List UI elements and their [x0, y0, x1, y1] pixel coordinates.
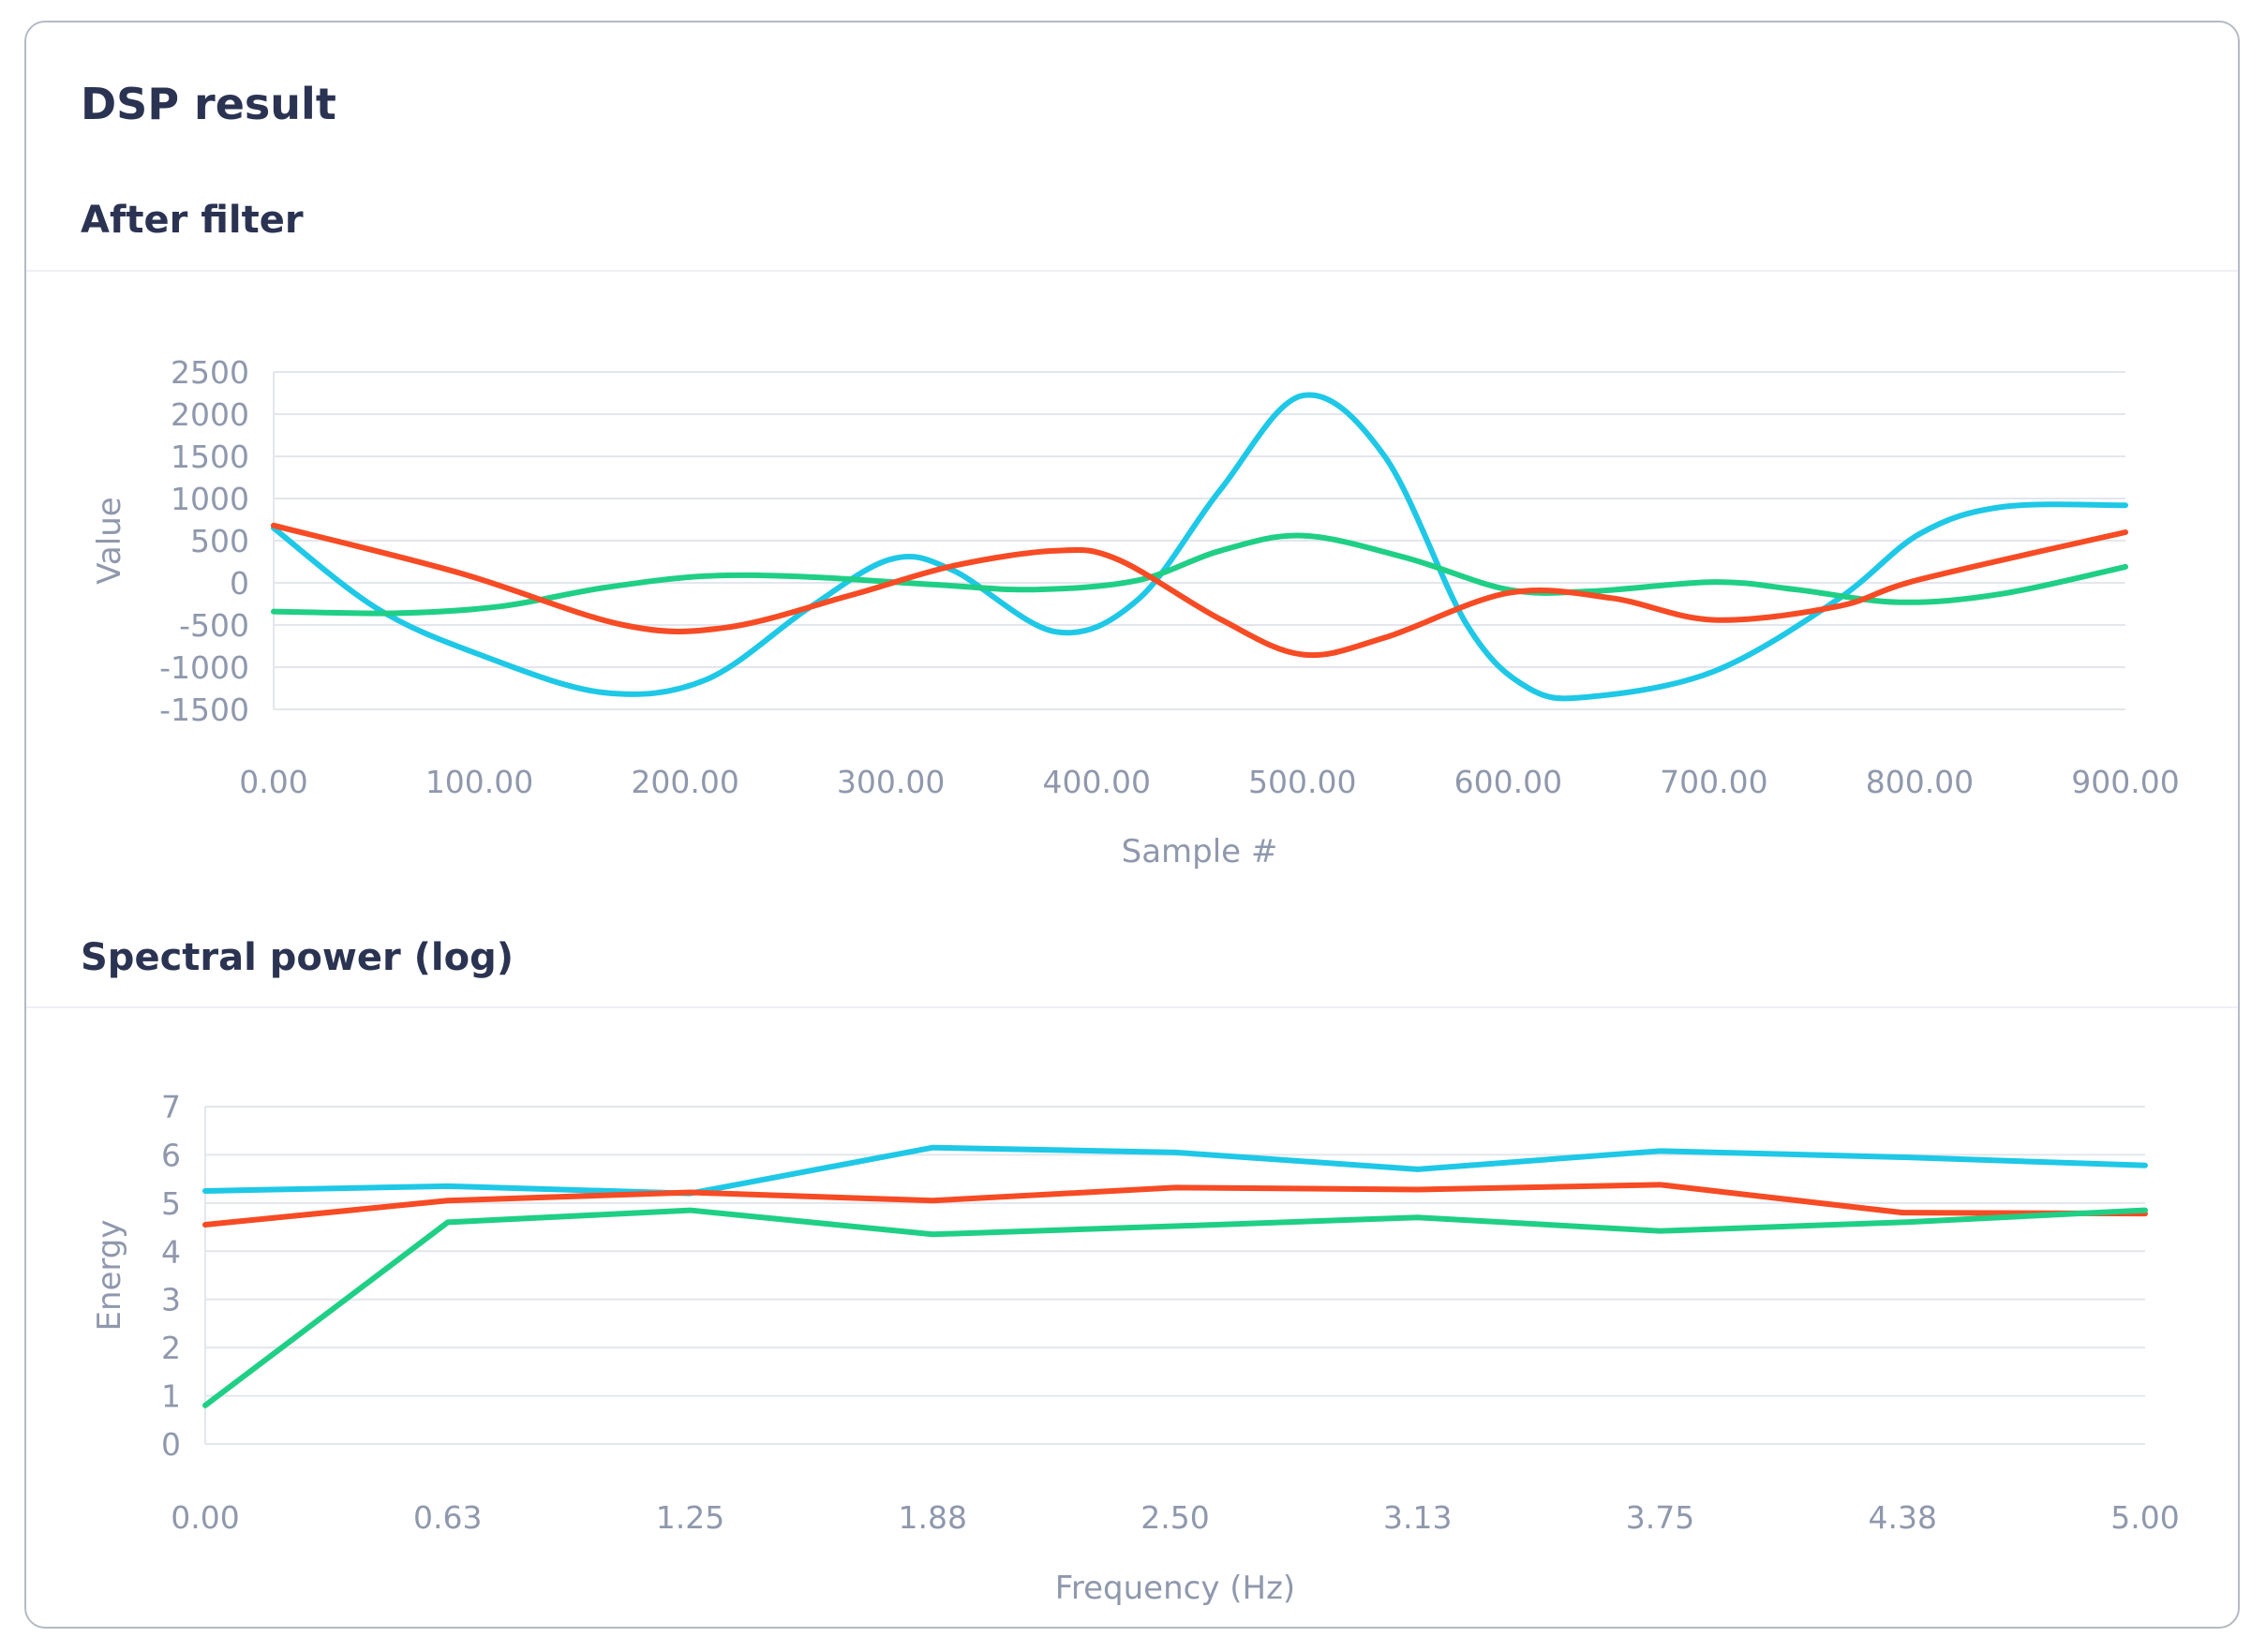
y-tick-label: 1	[161, 1378, 181, 1415]
series-line-2	[271, 532, 2128, 617]
x-tick-label: 500.00	[1248, 764, 1356, 800]
x-tick-label: 2.50	[1140, 1499, 1209, 1536]
y-tick-label: 7	[161, 1089, 181, 1125]
x-tick-label: 700.00	[1660, 764, 1767, 800]
series-line-2	[202, 1182, 2148, 1228]
x-tick-label: 900.00	[2071, 764, 2179, 800]
x-tick-label: 3.75	[1626, 1499, 1694, 1536]
series-line-1	[271, 392, 2128, 702]
x-axis-title: Frequency (Hz)	[1055, 1570, 1295, 1607]
section-divider	[26, 1006, 2238, 1008]
section-title-spectral-power: Spectral power (log)	[81, 936, 514, 979]
x-tick-label: 0.00	[171, 1499, 239, 1536]
y-tick-label: -1000	[159, 649, 249, 686]
section-title-after-filter: After filter	[81, 199, 304, 242]
after-filter-chart: 2500 2000 1500 1000 500 0 -500 -1000 -1500 0.00 10…	[91, 354, 2180, 871]
x-tick-label: 3.13	[1383, 1499, 1452, 1536]
series-line-3	[202, 1207, 2148, 1408]
y-tick-label: -500	[179, 607, 249, 644]
x-axis-title: Sample #	[1122, 833, 1278, 871]
y-tick-label: 3	[161, 1282, 181, 1318]
y-tick-label: 2	[161, 1330, 181, 1366]
card-title: DSP result	[81, 79, 336, 129]
x-tick-label: 0.63	[413, 1499, 482, 1536]
y-axis-title: Value	[91, 497, 128, 584]
y-tick-label: 2000	[171, 396, 249, 433]
x-tick-label: 5.00	[2110, 1499, 2179, 1536]
x-tick-label: 400.00	[1042, 764, 1150, 800]
spectral-power-chart: 7 6 5 4 3 2 1 0 0.00 0.63 1.25 1.88 2.50 3.13 3.75 4.38…	[91, 1089, 2180, 1607]
y-tick-label: 0	[161, 1426, 181, 1463]
y-tick-label: 1000	[171, 481, 249, 517]
y-tick-label: 5	[161, 1185, 181, 1222]
section-divider	[26, 270, 2238, 272]
y-tick-label: 1500	[171, 439, 249, 475]
y-tick-label: 4	[161, 1233, 181, 1270]
series-line-3	[271, 522, 2128, 659]
y-axis-title: Energy	[91, 1219, 128, 1331]
x-tick-label: 600.00	[1454, 764, 1562, 800]
x-tick-label: 4.38	[1869, 1499, 1937, 1536]
x-tick-label: 100.00	[425, 764, 533, 800]
x-tick-label: 200.00	[631, 764, 738, 800]
x-tick-label: 1.88	[899, 1499, 967, 1536]
y-tick-label: 500	[190, 523, 249, 559]
x-tick-label: 800.00	[1866, 764, 1974, 800]
x-tick-label: 300.00	[837, 764, 945, 800]
y-tick-label: 2500	[171, 354, 249, 391]
series-line-1	[202, 1144, 2148, 1197]
x-tick-label: 1.25	[656, 1499, 724, 1536]
dsp-result-card: DSP result After filter 2500 2000 1500 1000…	[24, 21, 2240, 1629]
x-tick-label: 0.00	[239, 764, 307, 800]
y-tick-label: -1500	[159, 692, 249, 728]
y-tick-label: 6	[161, 1137, 181, 1173]
y-tick-label: 0	[230, 565, 249, 602]
